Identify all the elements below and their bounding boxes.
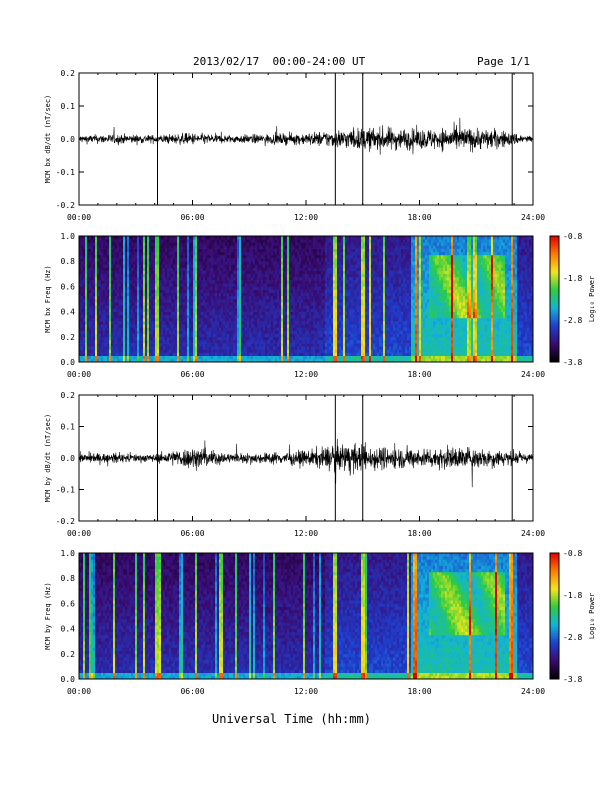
colorbar-tick-label: -0.8 (563, 549, 582, 558)
x-tick-label: 12:00 (294, 213, 318, 222)
y-tick-label: 0.8 (61, 574, 76, 583)
y-tick-label: 0.8 (61, 257, 76, 266)
x-tick-label: 12:00 (294, 370, 318, 379)
plot-frame-top-3 (78, 552, 534, 680)
panel-0: 00:00 06:00 12:00 18:00 24:00 -0.2 -0.1 0.0 0.1 0… (44, 69, 545, 222)
y-tick-label: 0.0 (61, 675, 76, 684)
colorbar-label: Log₁₀ Power (588, 593, 596, 639)
y-tick-label: 0.2 (61, 69, 76, 78)
y-tick-label: 0.6 (61, 282, 76, 291)
y-tick-label: 1.0 (61, 232, 76, 241)
x-tick-label: 12:00 (294, 529, 318, 538)
x-tick-label: 24:00 (521, 213, 545, 222)
y-axis-label: MCM bx dB/dt (nT/sec) (44, 95, 52, 184)
x-tick-label: 24:00 (521, 529, 545, 538)
y-tick-label: 0.2 (61, 391, 76, 400)
colorbar-tick-label: -2.8 (563, 316, 582, 325)
y-tick-label: 0.6 (61, 599, 76, 608)
y-tick-label: 0.2 (61, 650, 76, 659)
colorbar-tick-label: -3.8 (563, 358, 582, 367)
x-tick-label: 24:00 (521, 370, 545, 379)
x-axis-title: Universal Time (hh:mm) (212, 712, 371, 726)
x-tick-label: 00:00 (67, 213, 91, 222)
colorbar-1: -0.8 -1.8 -2.8 -3.8 Log₁₀ Power (549, 232, 596, 367)
y-tick-label: -0.2 (56, 517, 75, 526)
x-tick-label: 18:00 (407, 370, 431, 379)
trace-line (78, 117, 534, 155)
y-tick-label: 0.4 (61, 625, 76, 634)
x-tick-label: 12:00 (294, 687, 318, 696)
x-tick-label: 00:00 (67, 370, 91, 379)
x-tick-label: 06:00 (180, 529, 204, 538)
x-tick-label: 18:00 (407, 687, 431, 696)
y-axis-label: MCM by Freq (Hz) (44, 582, 52, 649)
panel-3: 00:00 06:00 12:00 18:00 24:00 0.0 0.2 0.4 0.6 0.8… (44, 549, 596, 696)
panel-1: 00:00 06:00 12:00 18:00 24:00 0.0 0.2 0.4 0.6 0.8… (44, 232, 596, 379)
y-axis-label: MCM bx Freq (Hz) (44, 265, 52, 332)
x-tick-label: 06:00 (180, 370, 204, 379)
x-tick-label: 06:00 (180, 213, 204, 222)
x-tick-label: 06:00 (180, 687, 204, 696)
plot-frame-top-1 (78, 235, 534, 363)
colorbar-label: Log₁₀ Power (588, 276, 596, 322)
page-number: Page 1/1 (477, 55, 530, 68)
colorbar-tick-label: -0.8 (563, 232, 582, 241)
y-tick-label: -0.1 (56, 486, 75, 495)
colorbar-tick-label: -1.8 (563, 591, 582, 600)
y-tick-label: 0.1 (61, 423, 76, 432)
y-tick-label: 0.1 (61, 102, 76, 111)
panel-2: 00:00 06:00 12:00 18:00 24:00 -0.2 -0.1 0.0 0.1 0… (44, 391, 545, 538)
y-tick-label: 0.2 (61, 333, 76, 342)
x-tick-label: 18:00 (407, 529, 431, 538)
y-tick-label: 1.0 (61, 549, 76, 558)
y-tick-label: 0.4 (61, 308, 76, 317)
x-tick-label: 24:00 (521, 687, 545, 696)
y-tick-label: 0.0 (61, 358, 76, 367)
colorbar-tick-label: -1.8 (563, 274, 582, 283)
trace-line (78, 438, 534, 488)
colorbar-frame (549, 235, 560, 363)
x-tick-label: 18:00 (407, 213, 431, 222)
page-title: 2013/02/17 00:00-24:00 UT (193, 55, 366, 68)
spectrogram-cells (79, 236, 534, 363)
colorbar-3: -0.8 -1.8 -2.8 -3.8 Log₁₀ Power (549, 549, 596, 684)
spectrogram-cells (79, 553, 534, 680)
colorbar-tick-label: -2.8 (563, 633, 582, 642)
y-tick-label: -0.2 (56, 201, 75, 210)
y-axis-label: MCM by dB/dt (nT/sec) (44, 414, 52, 503)
x-tick-label: 00:00 (67, 529, 91, 538)
colorbar-frame (549, 552, 560, 680)
y-tick-label: 0.0 (61, 135, 76, 144)
colorbar-tick-label: -3.8 (563, 675, 582, 684)
x-tick-label: 00:00 (67, 687, 91, 696)
y-tick-label: -0.1 (56, 168, 75, 177)
y-tick-label: 0.0 (61, 454, 76, 463)
